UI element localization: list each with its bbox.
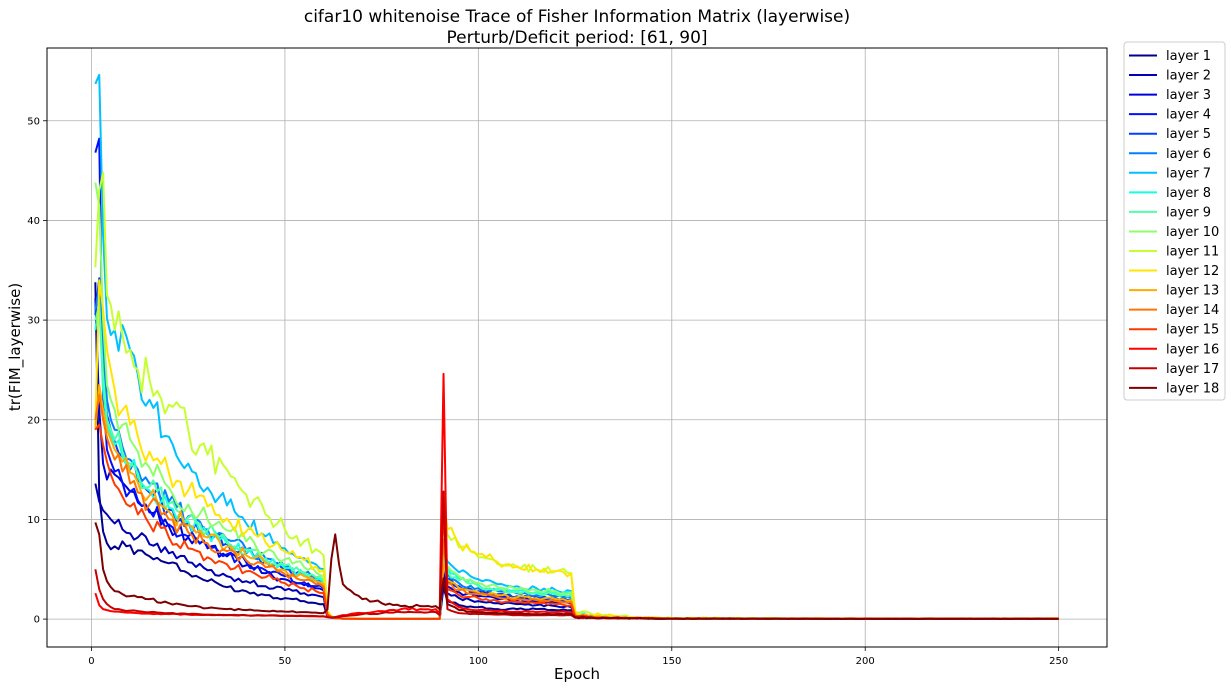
legend-label: layer 16	[1166, 342, 1219, 357]
series-lines	[94, 73, 1059, 620]
legend-label: layer 3	[1166, 88, 1211, 103]
plot-frame	[46, 47, 1108, 648]
y-tick-label: 10	[27, 515, 40, 526]
legend-label: layer 12	[1166, 264, 1219, 279]
legend-label: layer 7	[1166, 166, 1211, 181]
y-tick-label: 20	[27, 415, 40, 426]
chart-title: cifar10 whitenoise Trace of Fisher Infor…	[304, 7, 850, 27]
y-tick-label: 30	[27, 316, 40, 327]
x-tick-label: 100	[469, 656, 488, 667]
legend-label: layer 11	[1166, 245, 1219, 260]
grid	[47, 48, 1107, 647]
legend-label: layer 17	[1166, 362, 1219, 377]
y-tick-label: 40	[27, 216, 40, 227]
legend-label: layer 14	[1166, 303, 1219, 318]
y-tick-label: 50	[27, 116, 40, 127]
legend-label: layer 5	[1166, 127, 1211, 142]
legend-label: layer 2	[1166, 69, 1211, 84]
x-tick-label: 200	[856, 656, 875, 667]
legend-label: layer 15	[1166, 323, 1219, 338]
x-tick-label: 0	[88, 656, 94, 667]
legend-label: layer 4	[1166, 108, 1211, 123]
y-tick-label: 0	[34, 615, 40, 626]
legend-label: layer 8	[1166, 186, 1211, 201]
x-tick-label: 250	[1049, 656, 1068, 667]
chart-subtitle: Perturb/Deficit period: [61, 90]	[446, 28, 707, 48]
legend-label: layer 18	[1166, 381, 1219, 396]
legend-label: layer 13	[1166, 284, 1219, 299]
axis-ticks: 0 50 100 150 200 250 0 10 20 30 40 50	[27, 116, 1068, 667]
legend-label: layer 9	[1166, 205, 1211, 220]
x-tick-label: 50	[279, 656, 292, 667]
legend: layer 1 layer 2 layer 3 layer 4 layer 5 layer…	[1123, 41, 1226, 401]
legend-label: layer 6	[1166, 147, 1211, 162]
y-axis-label: tr(FIM_layerwise)	[6, 283, 25, 411]
legend-label: layer 10	[1166, 225, 1219, 240]
legend-label: layer 1	[1166, 49, 1211, 64]
series-line	[94, 522, 1059, 620]
x-axis-label: Epoch	[554, 665, 600, 683]
x-tick-label: 150	[662, 656, 681, 667]
